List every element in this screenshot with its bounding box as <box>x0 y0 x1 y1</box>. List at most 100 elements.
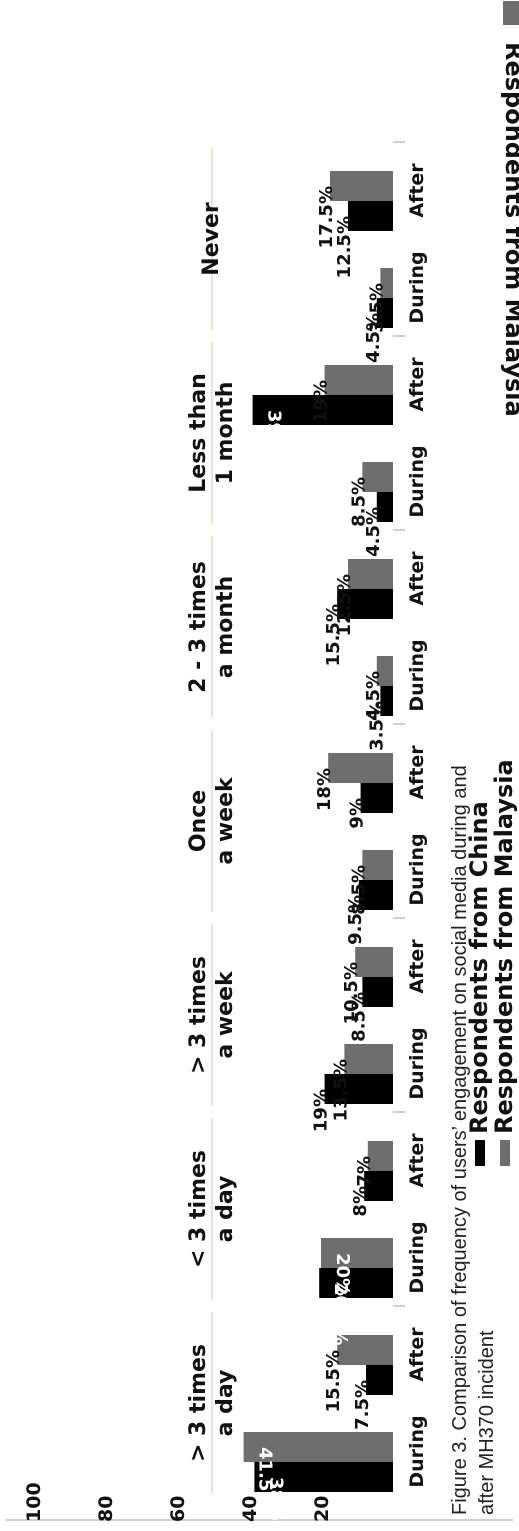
bar-china <box>376 492 393 522</box>
subgroup-label: During <box>406 251 428 323</box>
bar-malaysia <box>337 1335 393 1365</box>
bar-china <box>358 880 393 910</box>
y-tick-label: 60 <box>167 1496 189 1522</box>
bar-label-malaysia: 10.5% <box>341 962 362 1024</box>
bar-malaysia <box>324 365 393 395</box>
bars <box>243 171 393 1492</box>
value-axis-ticks: 100 80 60 40 20 <box>23 1482 333 1522</box>
category-label: a week <box>213 970 238 1059</box>
bar-label-china: 15.5% <box>323 604 344 666</box>
bar-china <box>364 1171 393 1201</box>
category-label: > 3 times <box>186 956 211 1074</box>
category-label: Never <box>199 202 224 276</box>
category-label: 2 - 3 times <box>186 561 211 693</box>
y-tick-label: 80 <box>95 1496 117 1522</box>
figure-caption: Figure 3. Comparison of frequency of use… <box>449 765 498 1515</box>
y-tick-label: 40 <box>239 1496 261 1522</box>
bar-malaysia <box>321 1238 393 1268</box>
bar-malaysia <box>328 753 393 783</box>
subgroup-label: During <box>406 1221 428 1293</box>
subgroup-label: After <box>406 1327 428 1382</box>
subgroup-label: During <box>406 833 428 905</box>
bar-china <box>366 1365 393 1395</box>
subgroup-label: After <box>406 939 428 994</box>
subgroup-label: After <box>406 163 428 218</box>
bar-china <box>348 201 393 231</box>
bar-value-labels: 38.5%41.5%7.5%15.5%20.5%20%8%7%19%13.5%8… <box>255 186 388 1531</box>
subgroup-label: After <box>406 745 428 800</box>
category-label: < 3 times <box>186 1150 211 1268</box>
bar-label-china: 9.5% <box>345 895 366 945</box>
bar-label-malaysia: 20% <box>332 1253 353 1296</box>
bar-malaysia <box>376 656 393 686</box>
bar-label-china: 7.5% <box>352 1380 373 1430</box>
caption-line-2: after MH370 incident <box>476 1330 498 1515</box>
y-tick-label: 100 <box>23 1482 45 1522</box>
bar-label-malaysia: 41.5% <box>255 1447 276 1509</box>
bar-malaysia <box>243 1432 393 1462</box>
bar-label-china: 12.5% <box>334 216 355 278</box>
bar-malaysia <box>355 947 393 977</box>
bar-china <box>360 783 393 813</box>
legend: Respondents from China Respondents from … <box>465 759 518 1166</box>
category-label: a day <box>213 1370 238 1437</box>
bar-china <box>319 1268 393 1298</box>
bar-label-china: 20.5% <box>330 1283 351 1345</box>
category-label: Once <box>186 790 211 852</box>
category-label: a day <box>213 1176 238 1243</box>
legend-swatch-malaysia <box>500 1140 510 1166</box>
bar-malaysia <box>344 1044 393 1074</box>
category-labels: > 3 times a day< 3 times a day> 3 times a w… <box>186 202 238 1462</box>
subgroup-label: During <box>406 1027 428 1099</box>
bar-label-china: 19% <box>311 1089 332 1132</box>
bar-label-china: 4.5% <box>363 313 384 363</box>
subgroup-label: During <box>406 1415 428 1487</box>
bar-label-malaysia: 17.5% <box>316 186 337 248</box>
bar-china <box>337 589 393 619</box>
bar-label-malaysia: 15.5% <box>323 1350 344 1412</box>
top-legend-swatch <box>503 1 519 25</box>
bar-label-china: 39% <box>264 410 285 453</box>
bar-label-malaysia: 4.5% <box>363 671 384 721</box>
top-legend: Respondents from Malaysia <box>500 1 519 417</box>
bar-label-malaysia: 8.5% <box>348 477 369 527</box>
top-legend-label: Respondents from Malaysia <box>500 42 519 417</box>
bar-malaysia <box>367 1141 393 1171</box>
bar-china <box>254 1462 393 1492</box>
subgroup-label: After <box>406 551 428 606</box>
bar-label-malaysia: 12.5% <box>334 574 355 636</box>
caption-line-1: Figure 3. Comparison of frequency of use… <box>449 765 471 1515</box>
group-separators <box>211 141 405 1494</box>
category-label: > 3 times <box>186 1344 211 1462</box>
legend-label-malaysia: Respondents from Malaysia <box>490 759 518 1134</box>
bar-china <box>362 977 393 1007</box>
bar-label-china: 8% <box>350 1186 371 1217</box>
bar-malaysia <box>380 268 393 298</box>
bar-label-malaysia: 7% <box>354 1156 375 1187</box>
bar-label-china: 9% <box>347 798 368 829</box>
subgroup-label: During <box>406 445 428 517</box>
bar-china <box>252 395 393 425</box>
bar-label-china: 3.5% <box>366 701 387 751</box>
bar-label-malaysia: 19% <box>311 380 332 423</box>
bar-label-malaysia: 8.5% <box>348 865 369 915</box>
category-label: Less than <box>186 373 211 492</box>
subgroup-labels: During After During After During After During A… <box>406 163 428 1488</box>
subgroup-label: After <box>406 1133 428 1188</box>
bar-china <box>376 298 393 328</box>
bar-label-china: 38.5% <box>265 1477 286 1531</box>
bar-label-china: 8.5% <box>348 992 369 1042</box>
y-tick-label: 20 <box>311 1496 333 1522</box>
bar-malaysia <box>330 171 393 201</box>
bar-malaysia <box>348 559 393 589</box>
category-label: a week <box>213 776 238 865</box>
bar-label-malaysia: 18% <box>314 768 335 811</box>
bar-china <box>324 1074 393 1104</box>
bar-label-china: 4.5% <box>363 507 384 557</box>
category-label: a month <box>213 576 238 678</box>
subgroup-label: After <box>406 357 428 412</box>
bar-china <box>380 686 393 716</box>
bar-malaysia <box>362 850 393 880</box>
category-label: 1 month <box>213 382 238 485</box>
